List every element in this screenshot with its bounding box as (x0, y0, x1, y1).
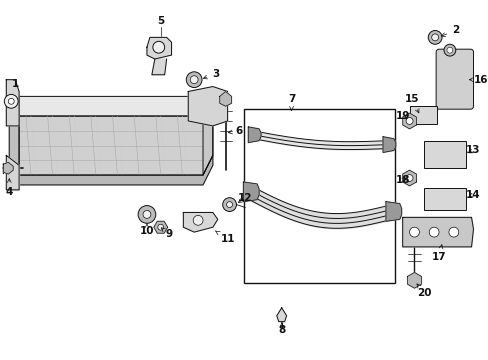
Circle shape (8, 98, 14, 104)
FancyBboxPatch shape (435, 49, 472, 109)
Polygon shape (402, 217, 472, 247)
Circle shape (431, 34, 438, 41)
Circle shape (138, 206, 156, 223)
Text: 6: 6 (228, 126, 243, 136)
Text: 20: 20 (416, 284, 431, 298)
Text: 5: 5 (157, 16, 164, 26)
Polygon shape (6, 80, 19, 126)
Bar (424, 141, 465, 168)
Circle shape (142, 211, 151, 219)
Polygon shape (248, 127, 261, 143)
Bar (424, 188, 465, 210)
Circle shape (406, 175, 412, 181)
Text: 18: 18 (395, 175, 409, 185)
Circle shape (409, 227, 419, 237)
Polygon shape (9, 156, 212, 185)
Circle shape (446, 47, 452, 53)
Polygon shape (19, 96, 212, 116)
Text: 16: 16 (468, 75, 488, 85)
Circle shape (427, 31, 441, 44)
Polygon shape (276, 308, 286, 321)
Circle shape (153, 41, 164, 53)
Polygon shape (154, 221, 167, 233)
Polygon shape (407, 273, 421, 288)
Text: 19: 19 (395, 111, 409, 121)
Polygon shape (402, 113, 416, 129)
Circle shape (443, 44, 455, 56)
Circle shape (448, 227, 458, 237)
Polygon shape (219, 91, 231, 106)
Text: 3: 3 (203, 69, 219, 79)
Circle shape (158, 224, 163, 230)
Text: 13: 13 (465, 145, 480, 156)
Circle shape (190, 76, 198, 84)
Circle shape (428, 227, 438, 237)
Text: 4: 4 (5, 179, 13, 197)
Polygon shape (188, 86, 227, 126)
Circle shape (222, 198, 236, 211)
Polygon shape (152, 59, 166, 75)
Text: 9: 9 (161, 228, 172, 239)
Polygon shape (382, 137, 395, 153)
Polygon shape (243, 182, 259, 202)
Text: 15: 15 (405, 94, 419, 113)
Text: 14: 14 (465, 190, 480, 200)
Polygon shape (3, 162, 13, 174)
Polygon shape (385, 202, 401, 221)
Polygon shape (9, 96, 19, 185)
Text: 2: 2 (441, 26, 459, 36)
Bar (409, 106, 436, 124)
Circle shape (4, 94, 18, 108)
Polygon shape (19, 96, 212, 175)
Polygon shape (203, 96, 212, 175)
Circle shape (186, 72, 202, 87)
Text: 17: 17 (431, 245, 446, 262)
Text: 11: 11 (215, 231, 234, 244)
Bar (244, 109, 394, 283)
Text: 1: 1 (12, 78, 19, 89)
Polygon shape (147, 37, 171, 59)
Polygon shape (6, 156, 19, 190)
Text: 8: 8 (278, 323, 285, 336)
Text: 10: 10 (140, 223, 154, 236)
Polygon shape (402, 170, 416, 186)
Circle shape (193, 215, 203, 225)
Circle shape (406, 118, 412, 125)
Text: 7: 7 (287, 94, 295, 111)
Text: 12: 12 (238, 193, 252, 203)
Polygon shape (183, 212, 217, 232)
Circle shape (226, 202, 232, 207)
